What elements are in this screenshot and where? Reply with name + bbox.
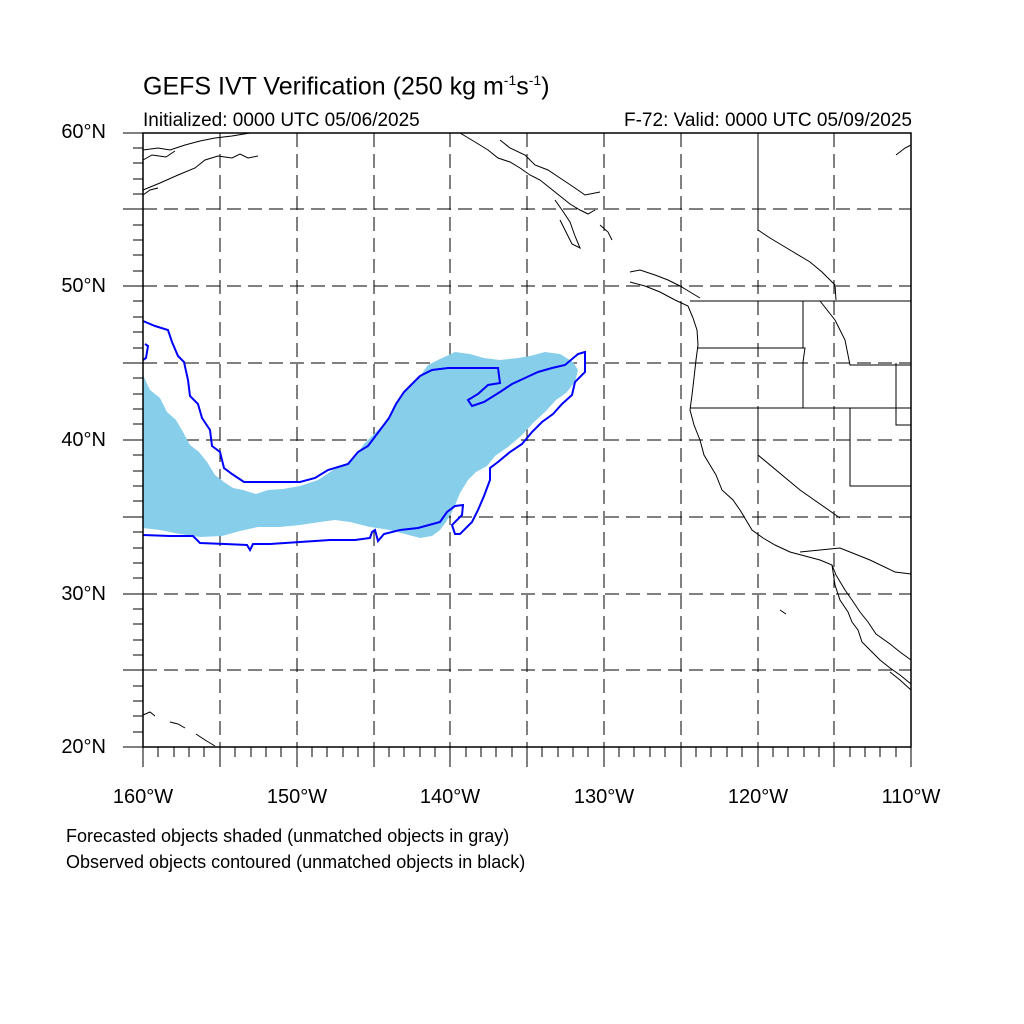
coastlines	[142, 132, 912, 747]
political-boundaries	[690, 300, 912, 575]
lon-label-150w: 150°W	[266, 786, 328, 808]
lon-label-140w: 140°W	[419, 786, 481, 808]
lat-ticks	[123, 132, 143, 748]
initialized-label: Initialized: 0000 UTC 05/06/2025	[143, 110, 420, 131]
observed-object-hole	[142, 343, 150, 361]
forecast-object	[143, 352, 578, 538]
observed-object	[142, 320, 586, 553]
lon-label-110w: 110°W	[881, 786, 941, 808]
lon-label-160w: 160°W	[112, 786, 174, 808]
lat-label-20n: 20°N	[61, 736, 106, 758]
lat-label-40n: 40°N	[61, 429, 106, 451]
lon-ticks	[142, 747, 912, 767]
lat-label-30n: 30°N	[61, 583, 106, 605]
observed-note: Observed objects contoured (unmatched ob…	[66, 852, 526, 872]
lat-label-60n: 60°N	[61, 121, 106, 143]
plot-title: GEFS IVT Verification (250 kg m-1s-1)	[143, 72, 550, 101]
lon-label-130w: 130°W	[573, 786, 635, 808]
lon-label-120w: 120°W	[727, 786, 789, 808]
lat-label-50n: 50°N	[61, 275, 106, 297]
grid-lines	[143, 133, 911, 747]
forecast-note: Forecasted objects shaded (unmatched obj…	[66, 826, 510, 846]
valid-time-label: F-72: Valid: 0000 UTC 05/09/2025	[624, 110, 912, 131]
